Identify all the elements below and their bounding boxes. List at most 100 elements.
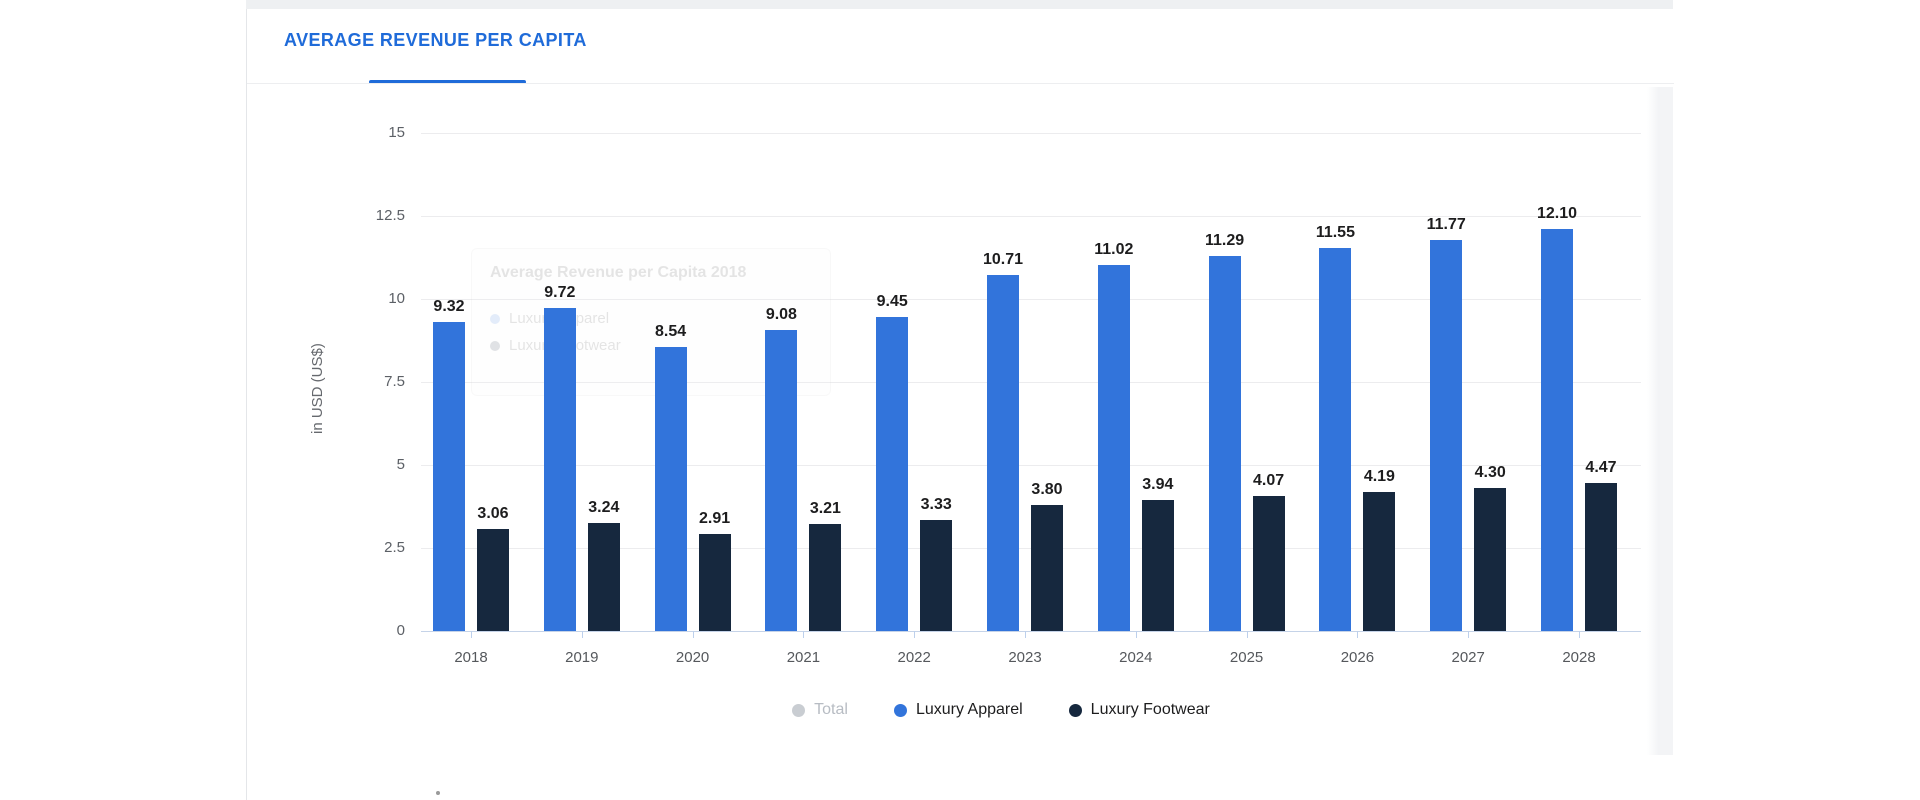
value-label-luxury-footwear-2020: 2.91 bbox=[699, 510, 731, 528]
tab-average-revenue-per-capita[interactable]: AVERAGE REVENUE PER CAPITA bbox=[284, 30, 587, 50]
bar-luxury-apparel-2028[interactable] bbox=[1541, 229, 1573, 631]
gridline-y-7.5 bbox=[421, 382, 1641, 383]
value-label-luxury-footwear-2023: 3.80 bbox=[1031, 480, 1063, 498]
value-label-luxury-footwear-2019: 3.24 bbox=[588, 499, 620, 517]
x-label-2025: 2025 bbox=[1229, 649, 1264, 666]
bar-luxury-apparel-2024[interactable] bbox=[1097, 265, 1130, 631]
y-tick-label: 12.5 bbox=[375, 207, 405, 224]
value-label-luxury-apparel-2023: 10.71 bbox=[982, 251, 1024, 269]
x-axis-tick bbox=[1468, 631, 1470, 638]
value-label-luxury-apparel-2027: 11.77 bbox=[1426, 216, 1466, 234]
total-dot-icon bbox=[792, 703, 806, 717]
bar-luxury-apparel-2026[interactable] bbox=[1319, 247, 1352, 631]
active-tab-indicator bbox=[369, 80, 526, 84]
series-dot-icon bbox=[490, 340, 500, 351]
x-label-2023: 2023 bbox=[1008, 649, 1042, 666]
bar-luxury-apparel-2020[interactable] bbox=[654, 347, 687, 631]
value-label-luxury-footwear-2027: 4.30 bbox=[1474, 464, 1506, 482]
y-tick-label: 0 bbox=[396, 622, 405, 639]
x-label-2020: 2020 bbox=[675, 649, 710, 666]
chart-card: AVERAGE REVENUE PER CAPITA in USD (US$) … bbox=[246, 9, 1674, 800]
value-label-luxury-apparel-2026: 11.55 bbox=[1315, 223, 1355, 241]
bar-luxury-apparel-2027[interactable] bbox=[1430, 240, 1463, 631]
y-tick-label: 2.5 bbox=[384, 539, 405, 556]
value-label-luxury-apparel-2025: 11.29 bbox=[1205, 232, 1245, 250]
gridline-y-12.5 bbox=[421, 216, 1641, 217]
x-axis-tick bbox=[581, 631, 583, 638]
bar-luxury-apparel-2019[interactable] bbox=[543, 308, 576, 631]
x-label-2018: 2018 bbox=[454, 649, 488, 666]
value-label-luxury-footwear-2018: 3.06 bbox=[477, 505, 509, 523]
bar-luxury-footwear-2020[interactable] bbox=[698, 534, 731, 631]
x-label-2026: 2026 bbox=[1340, 649, 1375, 666]
luxury-apparel-dot-icon bbox=[893, 703, 907, 717]
value-label-luxury-footwear-2025: 4.07 bbox=[1253, 471, 1285, 489]
right-fade-strip bbox=[1647, 87, 1673, 755]
bar-luxury-footwear-2021[interactable] bbox=[809, 524, 842, 631]
value-label-luxury-apparel-2028: 12.10 bbox=[1536, 205, 1578, 223]
x-axis-tick bbox=[1357, 631, 1359, 638]
x-axis-tick bbox=[1246, 631, 1248, 638]
x-axis-tick bbox=[1135, 631, 1137, 638]
y-tick-label: 15 bbox=[388, 124, 405, 141]
x-label-2028: 2028 bbox=[1562, 649, 1596, 666]
bar-luxury-footwear-2018[interactable] bbox=[477, 529, 509, 631]
x-axis-tick bbox=[914, 631, 916, 638]
bar-luxury-footwear-2019[interactable] bbox=[587, 523, 620, 631]
legend-label: Luxury Footwear bbox=[1090, 701, 1210, 718]
y-tick-label: 5 bbox=[396, 456, 405, 473]
chart-legend: Total Luxury Apparel Luxury Footwear bbox=[421, 701, 1581, 719]
legend-item-total[interactable]: Total bbox=[792, 701, 848, 719]
gridline-y-15 bbox=[421, 133, 1641, 134]
bar-luxury-footwear-2024[interactable] bbox=[1141, 500, 1174, 631]
ghost-tooltip-title: Average Revenue per Capita 2018 bbox=[490, 264, 747, 281]
bar-luxury-apparel-2021[interactable] bbox=[765, 329, 798, 631]
legend-item-luxury-footwear[interactable]: Luxury Footwear bbox=[1068, 701, 1210, 719]
gridline-y-5 bbox=[421, 465, 1641, 466]
value-label-luxury-apparel-2022: 9.45 bbox=[876, 293, 908, 311]
bar-luxury-apparel-2022[interactable] bbox=[876, 317, 909, 631]
x-label-2021: 2021 bbox=[786, 649, 821, 666]
x-axis-tick bbox=[692, 631, 694, 638]
value-label-luxury-apparel-2021: 9.08 bbox=[765, 305, 797, 323]
value-label-luxury-apparel-2019: 9.72 bbox=[544, 284, 576, 302]
bar-luxury-apparel-2023[interactable] bbox=[987, 275, 1019, 631]
bar-luxury-apparel-2018[interactable] bbox=[433, 321, 465, 631]
legend-item-luxury-apparel[interactable]: Luxury Apparel bbox=[893, 701, 1023, 719]
y-tick-label: 7.5 bbox=[384, 373, 405, 390]
bar-luxury-footwear-2027[interactable] bbox=[1474, 488, 1507, 631]
bar-luxury-footwear-2026[interactable] bbox=[1363, 491, 1396, 631]
x-label-2019: 2019 bbox=[565, 649, 599, 666]
plot-area: Average Revenue per Capita 2018 Luxury A… bbox=[376, 124, 1641, 666]
bar-luxury-footwear-2028[interactable] bbox=[1585, 482, 1617, 631]
gridline-y-10 bbox=[421, 299, 1641, 300]
bar-luxury-footwear-2023[interactable] bbox=[1031, 504, 1063, 631]
partial-text-dot bbox=[436, 791, 440, 795]
x-label-2027: 2027 bbox=[1451, 649, 1485, 666]
x-label-2024: 2024 bbox=[1119, 649, 1153, 666]
series-dot-icon bbox=[490, 313, 500, 324]
x-axis-tick bbox=[803, 631, 805, 638]
x-axis-tick bbox=[1025, 631, 1026, 638]
value-label-luxury-footwear-2022: 3.33 bbox=[920, 496, 952, 514]
bar-luxury-footwear-2022[interactable] bbox=[920, 520, 953, 631]
value-label-luxury-apparel-2018: 9.32 bbox=[433, 297, 465, 315]
x-label-2022: 2022 bbox=[897, 649, 931, 666]
x-axis-tick bbox=[1579, 631, 1580, 638]
tab-bar-divider bbox=[247, 83, 1674, 84]
legend-label: Total bbox=[814, 701, 848, 718]
value-label-luxury-footwear-2021: 3.21 bbox=[809, 500, 841, 518]
value-label-luxury-footwear-2026: 4.19 bbox=[1363, 467, 1395, 485]
y-tick-label: 10 bbox=[388, 290, 405, 307]
legend-label: Luxury Apparel bbox=[915, 701, 1023, 718]
gridline-y-0 bbox=[421, 631, 1641, 632]
y-axis-title: in USD (US$) bbox=[309, 343, 326, 435]
luxury-footwear-dot-icon bbox=[1068, 703, 1082, 717]
value-label-luxury-footwear-2028: 4.47 bbox=[1585, 458, 1617, 476]
bar-luxury-footwear-2025[interactable] bbox=[1252, 495, 1285, 631]
bar-luxury-apparel-2025[interactable] bbox=[1208, 256, 1241, 631]
value-label-luxury-footwear-2024: 3.94 bbox=[1142, 476, 1174, 494]
x-axis-tick bbox=[471, 631, 472, 638]
value-label-luxury-apparel-2024: 11.02 bbox=[1094, 241, 1134, 259]
page-background-strip bbox=[246, 0, 1673, 9]
